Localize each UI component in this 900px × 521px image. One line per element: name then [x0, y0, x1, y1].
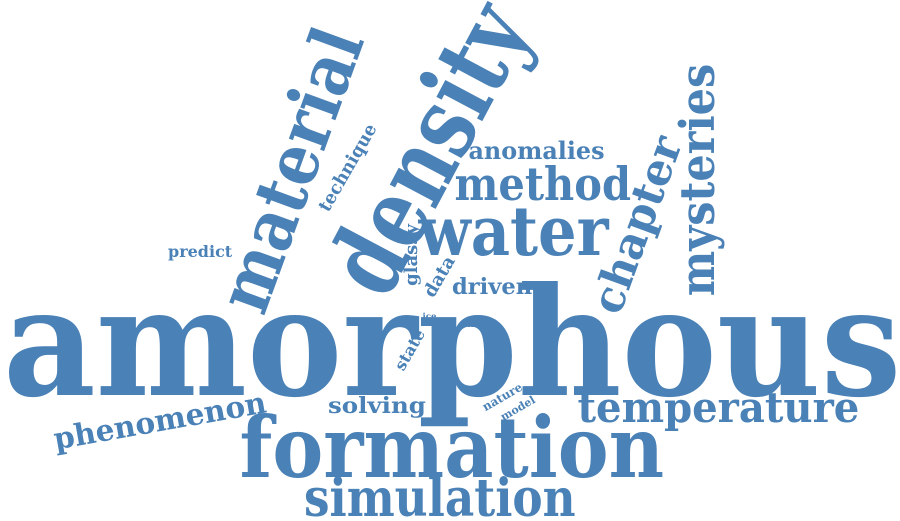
word-ice: ice — [421, 311, 437, 321]
word-amorphous: amorphous — [3, 255, 900, 431]
word-solving: solving — [327, 393, 426, 419]
word-driven: driven — [451, 274, 533, 300]
word-simulation: simulation — [303, 468, 576, 521]
word-true: true — [465, 319, 489, 330]
word-method: method — [453, 157, 631, 211]
word-predict: predict — [168, 242, 233, 261]
word-form: form — [432, 366, 455, 377]
word-water: water — [418, 192, 609, 272]
word-anomalies: anomalies — [467, 136, 604, 165]
word-temperature: temperature — [576, 383, 859, 432]
word-formation: formation — [239, 398, 665, 497]
word-mysteries: mysteries — [669, 63, 726, 297]
word-glassy: glassy — [400, 224, 422, 286]
